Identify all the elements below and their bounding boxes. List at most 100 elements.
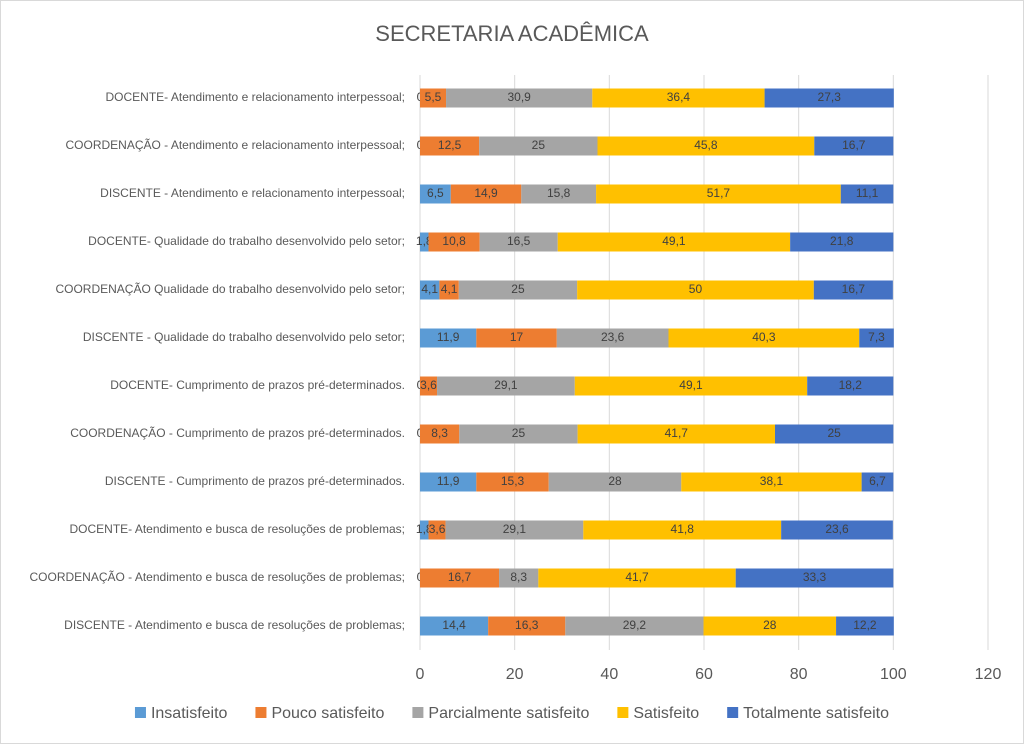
data-label: 3,6 [429, 522, 446, 536]
bar-segment [420, 88, 447, 108]
bar-segment [420, 328, 477, 348]
bar-segment [807, 376, 894, 396]
data-label: 11,9 [437, 474, 460, 488]
bar-segment [814, 136, 894, 156]
data-label: 8,3 [431, 426, 448, 440]
data-label: 49,1 [679, 378, 703, 392]
data-label: 16,5 [507, 234, 531, 248]
data-label: 25 [827, 426, 841, 440]
data-label: 5,5 [425, 90, 442, 104]
data-label: 8,3 [510, 570, 527, 584]
bar-segment [840, 184, 894, 204]
bar-segment [479, 232, 558, 252]
bar-segment [813, 280, 893, 300]
bar-segment [437, 376, 575, 396]
data-label: 36,4 [667, 90, 691, 104]
bar-segment [548, 472, 682, 492]
bar-segment [596, 184, 841, 204]
data-label: 17 [510, 330, 524, 344]
legend-label: Satisfeito [633, 705, 699, 722]
data-label: 16,7 [842, 138, 866, 152]
y-tick-label: DISCENTE - Atendimento e relacionamento … [100, 186, 405, 200]
data-label: 28 [763, 618, 777, 632]
bar-segment [458, 280, 578, 300]
bar-segment [420, 280, 440, 300]
y-tick-label: COORDENAÇÃO Qualidade do trabalho desenv… [55, 282, 405, 296]
data-label: 12,5 [438, 138, 462, 152]
bar-segment [556, 328, 669, 348]
data-label: 25 [511, 282, 525, 296]
data-label: 33,3 [803, 570, 827, 584]
bar-segment [668, 328, 860, 348]
bar-segment [420, 520, 429, 540]
legend-swatch [727, 707, 739, 718]
data-label: 6,7 [869, 474, 886, 488]
bar-segment [476, 328, 557, 348]
data-label: 15,3 [501, 474, 525, 488]
data-label: 40,3 [752, 330, 776, 344]
data-label: 38,1 [760, 474, 784, 488]
bar-segment [420, 616, 489, 636]
bar-segment [538, 568, 736, 588]
bar-segment [577, 280, 814, 300]
data-label: 7,3 [868, 330, 885, 344]
data-label: 10,8 [442, 234, 466, 248]
bar-segment [735, 568, 894, 588]
bar-segment [499, 568, 539, 588]
bar-segment [476, 472, 549, 492]
legend-swatch [134, 707, 146, 718]
y-tick-label: COORDENAÇÃO - Atendimento e busca de res… [29, 570, 405, 584]
bar-segment [420, 184, 451, 204]
y-tick-label: DOCENTE- Cumprimento de prazos pré-deter… [110, 378, 405, 392]
data-label: 23,6 [825, 522, 849, 536]
legend-label: Pouco satisfeito [271, 705, 384, 722]
y-tick-label: DISCENTE - Qualidade do trabalho desenvo… [83, 330, 405, 344]
bar-segment [859, 328, 894, 348]
bar-segment [420, 376, 438, 396]
y-tick-label: DISCENTE - Cumprimento de prazos pré-det… [105, 474, 405, 488]
bar-segment [703, 616, 837, 636]
data-label: 28 [608, 474, 622, 488]
chart-title: SECRETARIA ACADÊMICA [375, 21, 649, 46]
data-label: 16,3 [515, 618, 539, 632]
data-label: 25 [532, 138, 546, 152]
bar-segment [420, 232, 429, 252]
bar-segment [861, 472, 894, 492]
legend-label: Parcialmente satisfeito [428, 705, 589, 722]
data-label: 25 [512, 426, 526, 440]
data-label: 16,7 [842, 282, 866, 296]
data-label: 30,9 [507, 90, 531, 104]
legend-label: Insatisfeito [151, 705, 228, 722]
bar-segment [450, 184, 522, 204]
data-label: 11,9 [437, 330, 460, 344]
data-label: 29,2 [623, 618, 647, 632]
x-tick-label: 60 [695, 666, 713, 683]
bar-segment [577, 424, 775, 444]
bar-segment [790, 232, 894, 252]
x-tick-label: 40 [600, 666, 618, 683]
bar-segment [574, 376, 808, 396]
bar-segment [439, 280, 459, 300]
bar-segment [836, 616, 894, 636]
legend-swatch [412, 707, 424, 718]
data-label: 51,7 [707, 186, 731, 200]
bar-segment [521, 184, 597, 204]
bar-segment [445, 520, 584, 540]
data-label: 29,1 [494, 378, 518, 392]
data-label: 15,8 [547, 186, 571, 200]
data-label: 45,8 [694, 138, 718, 152]
y-tick-label: DOCENTE- Qualidade do trabalho desenvolv… [88, 234, 405, 248]
bar-segment [479, 136, 598, 156]
data-label: 11,1 [856, 186, 879, 200]
bar-segment [459, 424, 578, 444]
bar-segment [420, 472, 477, 492]
bar-segment [428, 232, 480, 252]
y-tick-label: DISCENTE - Atendimento e busca de resolu… [64, 618, 405, 632]
data-label: 14,9 [474, 186, 498, 200]
bar-segment [565, 616, 704, 636]
y-tick-label: DOCENTE- Atendimento e busca de resoluçõ… [69, 522, 405, 536]
y-tick-label: DOCENTE- Atendimento e relacionamento in… [106, 90, 405, 104]
bar-segment [781, 520, 893, 540]
data-label: 4,1 [441, 282, 458, 296]
legend-swatch [617, 707, 629, 718]
